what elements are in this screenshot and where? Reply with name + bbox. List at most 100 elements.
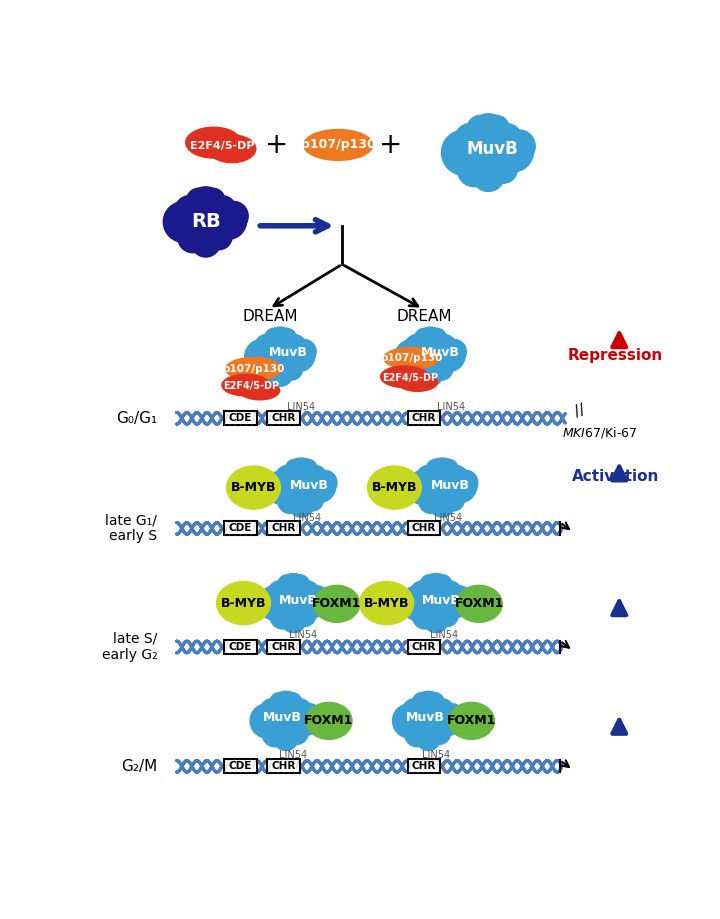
Circle shape bbox=[287, 698, 312, 723]
Circle shape bbox=[178, 223, 207, 253]
Circle shape bbox=[443, 134, 472, 164]
Text: late G₁/
early S: late G₁/ early S bbox=[105, 514, 157, 543]
Ellipse shape bbox=[222, 374, 270, 396]
Text: FOXM1: FOXM1 bbox=[305, 714, 354, 728]
Circle shape bbox=[400, 585, 435, 620]
Circle shape bbox=[312, 471, 337, 495]
Circle shape bbox=[430, 493, 454, 517]
Circle shape bbox=[416, 726, 441, 751]
Text: CHR: CHR bbox=[271, 414, 296, 424]
Text: MuvB: MuvB bbox=[264, 711, 302, 724]
Text: MuvB: MuvB bbox=[269, 346, 307, 359]
Circle shape bbox=[278, 489, 302, 514]
Text: CHR: CHR bbox=[412, 524, 436, 533]
Circle shape bbox=[423, 608, 449, 632]
Ellipse shape bbox=[306, 702, 352, 740]
Circle shape bbox=[503, 130, 535, 163]
Circle shape bbox=[396, 343, 418, 365]
Circle shape bbox=[392, 704, 427, 738]
Text: CDE: CDE bbox=[229, 414, 252, 424]
Ellipse shape bbox=[304, 130, 373, 160]
Circle shape bbox=[264, 327, 297, 359]
Circle shape bbox=[413, 693, 432, 712]
Circle shape bbox=[259, 589, 282, 611]
Text: E2F4/5-DP: E2F4/5-DP bbox=[191, 141, 255, 151]
Circle shape bbox=[301, 489, 323, 511]
Text: MuvB: MuvB bbox=[279, 595, 318, 607]
Ellipse shape bbox=[397, 373, 438, 391]
Bar bbox=[224, 412, 256, 425]
Text: CDE: CDE bbox=[229, 761, 252, 771]
Text: p107/p130: p107/p130 bbox=[301, 139, 376, 152]
Circle shape bbox=[426, 458, 458, 490]
Circle shape bbox=[302, 465, 327, 490]
Text: DREAM: DREAM bbox=[397, 309, 452, 324]
Text: LIN54: LIN54 bbox=[279, 750, 307, 760]
Text: MuvB: MuvB bbox=[431, 479, 470, 492]
Circle shape bbox=[281, 357, 302, 380]
Bar bbox=[267, 412, 300, 425]
Text: CHR: CHR bbox=[412, 761, 436, 771]
Ellipse shape bbox=[240, 381, 279, 400]
Circle shape bbox=[420, 573, 452, 606]
Bar bbox=[267, 640, 300, 654]
Ellipse shape bbox=[186, 127, 241, 158]
Circle shape bbox=[282, 693, 302, 712]
Text: +: + bbox=[379, 130, 402, 159]
Circle shape bbox=[438, 460, 458, 479]
Bar bbox=[267, 521, 300, 536]
Circle shape bbox=[296, 585, 328, 618]
Circle shape bbox=[206, 223, 232, 250]
Text: LIN54: LIN54 bbox=[437, 402, 465, 412]
Ellipse shape bbox=[227, 466, 281, 509]
Circle shape bbox=[413, 691, 444, 723]
Circle shape bbox=[418, 361, 443, 386]
Circle shape bbox=[186, 188, 210, 211]
Text: +: + bbox=[265, 130, 288, 159]
Circle shape bbox=[426, 460, 446, 479]
Ellipse shape bbox=[384, 347, 439, 369]
Text: MuvB: MuvB bbox=[406, 711, 445, 724]
Circle shape bbox=[408, 357, 432, 382]
Text: Repression: Repression bbox=[568, 347, 663, 363]
Circle shape bbox=[258, 585, 292, 620]
Circle shape bbox=[442, 489, 464, 511]
Text: G₂/M: G₂/M bbox=[121, 759, 157, 774]
Circle shape bbox=[251, 707, 274, 729]
Ellipse shape bbox=[226, 357, 282, 380]
Text: LIN54: LIN54 bbox=[287, 402, 315, 412]
Bar bbox=[408, 759, 440, 773]
Circle shape bbox=[286, 722, 308, 744]
Text: p107/p130: p107/p130 bbox=[222, 364, 284, 374]
Circle shape bbox=[219, 201, 248, 231]
Text: late S/
early G₂: late S/ early G₂ bbox=[102, 632, 157, 662]
Circle shape bbox=[419, 464, 466, 511]
Circle shape bbox=[262, 722, 287, 747]
Bar bbox=[408, 640, 440, 654]
Circle shape bbox=[290, 574, 310, 595]
Text: B-MYB: B-MYB bbox=[230, 481, 276, 494]
Circle shape bbox=[428, 722, 451, 744]
Text: LIN54: LIN54 bbox=[422, 750, 450, 760]
Circle shape bbox=[458, 154, 490, 187]
Circle shape bbox=[175, 196, 204, 225]
Circle shape bbox=[441, 130, 487, 176]
Circle shape bbox=[297, 704, 322, 728]
Circle shape bbox=[191, 228, 220, 257]
Text: MuvB: MuvB bbox=[422, 595, 461, 607]
Circle shape bbox=[294, 581, 320, 606]
Circle shape bbox=[467, 114, 509, 156]
Circle shape bbox=[288, 704, 320, 736]
Circle shape bbox=[492, 130, 534, 172]
Circle shape bbox=[394, 707, 416, 729]
Circle shape bbox=[257, 357, 282, 382]
Circle shape bbox=[276, 328, 297, 348]
Circle shape bbox=[283, 339, 315, 371]
Text: CHR: CHR bbox=[271, 642, 296, 652]
Circle shape bbox=[458, 122, 519, 184]
Circle shape bbox=[266, 473, 289, 495]
Text: E2F4/5-DP: E2F4/5-DP bbox=[223, 381, 279, 391]
Circle shape bbox=[453, 471, 478, 495]
Text: B-MYB: B-MYB bbox=[221, 596, 266, 609]
Circle shape bbox=[490, 123, 522, 156]
